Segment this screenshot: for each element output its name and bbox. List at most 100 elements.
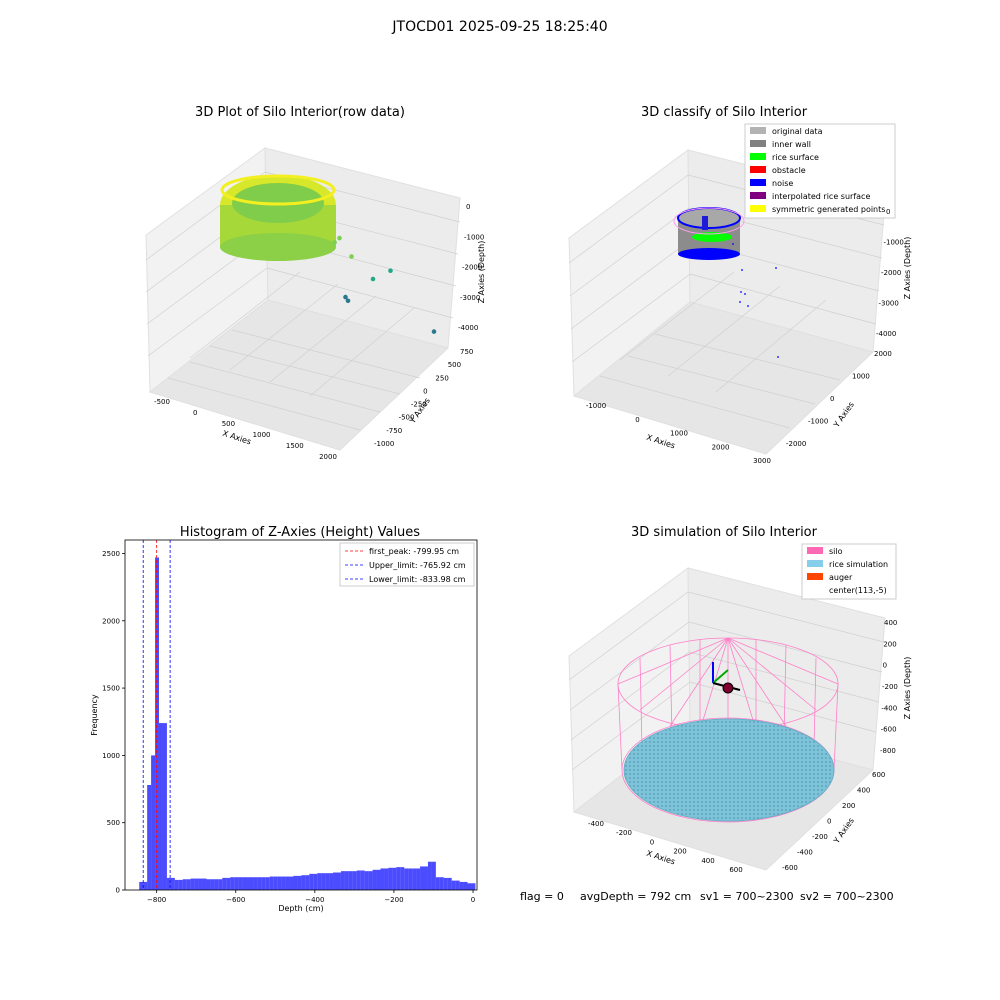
x-tick-label: 600 bbox=[729, 866, 742, 874]
noise-point bbox=[740, 291, 742, 293]
x-tick-label: -400 bbox=[588, 820, 604, 828]
histogram-bar bbox=[143, 881, 148, 890]
axis-pane-floor bbox=[148, 299, 449, 451]
symmetric-points-outline bbox=[673, 207, 745, 235]
y-tick-label: -500 bbox=[399, 414, 415, 422]
y-tick-labels: -2000 -1000 0 1000 2000 bbox=[786, 350, 892, 448]
legend-frame bbox=[744, 123, 896, 219]
y-tick-label: -400 bbox=[797, 849, 813, 857]
noise-point bbox=[741, 269, 743, 271]
histogram-bar bbox=[151, 755, 156, 890]
sv2-text: sv2 = 700~2300 bbox=[800, 890, 894, 903]
histogram-bar bbox=[309, 873, 314, 890]
classified-silo bbox=[673, 207, 745, 260]
histogram-bar bbox=[269, 876, 274, 890]
histogram-bar bbox=[226, 877, 231, 890]
legend-swatch bbox=[750, 166, 766, 173]
legend-swatch bbox=[807, 547, 823, 554]
figure-title: JTOCD01 2025-09-25 18:25:40 bbox=[391, 19, 607, 35]
histogram-bar bbox=[321, 873, 326, 890]
histogram-bar bbox=[214, 879, 219, 890]
axis-pane-floor bbox=[572, 301, 874, 455]
y-tick-labels: 0 500 1000 1500 2000 2500 bbox=[102, 550, 125, 895]
scatter-point bbox=[345, 298, 351, 304]
x-tick-labels: −800 −600 −400 −200 0 bbox=[147, 890, 475, 904]
legend-label: Lower_limit: -833.98 cm bbox=[369, 575, 466, 584]
z-tick-label: -4000 bbox=[876, 330, 896, 338]
z-tick-label: -1000 bbox=[884, 239, 904, 247]
histogram-bar bbox=[439, 877, 444, 890]
ring-bottom bbox=[220, 233, 336, 261]
y-tick-label: -1000 bbox=[808, 418, 828, 426]
z-tick-label: -400 bbox=[881, 704, 897, 712]
histogram-bar bbox=[451, 880, 456, 890]
panel-title: 3D Plot of Silo Interior(row data) bbox=[195, 105, 405, 120]
histogram-bar bbox=[424, 866, 428, 890]
histogram-bar bbox=[222, 877, 227, 890]
histogram-bar bbox=[186, 879, 191, 890]
x-tick-label: 2000 bbox=[319, 453, 337, 461]
histogram-bar bbox=[427, 861, 432, 890]
z-axis-label: Z Axies (Depth) bbox=[477, 241, 486, 304]
x-tick-labels: -1000 0 1000 2000 3000 bbox=[586, 402, 771, 465]
scatter-point bbox=[349, 254, 354, 259]
legend-label: first_peak: -799.95 cm bbox=[369, 547, 459, 556]
histogram-bar bbox=[368, 871, 373, 890]
legend: original data inner wall rice surface obsta… bbox=[744, 123, 896, 219]
panel-title: Histogram of Z-Axies (Height) Values bbox=[180, 525, 420, 540]
gridlines bbox=[568, 591, 885, 771]
z-tick-label: -2000 bbox=[881, 269, 901, 277]
plot-frame bbox=[124, 539, 478, 891]
z-axis-label: Z Axies (Depth) bbox=[903, 657, 912, 720]
noise-point bbox=[747, 305, 749, 307]
z-tick-label: -3000 bbox=[879, 300, 899, 308]
histogram-bar bbox=[170, 877, 175, 890]
y-tick-label: 750 bbox=[460, 348, 473, 356]
histogram-bar bbox=[210, 879, 215, 890]
legend-label: rice simulation bbox=[829, 560, 888, 569]
y-tick-label: 600 bbox=[872, 771, 885, 779]
histogram-bar bbox=[364, 871, 369, 890]
histogram-bar bbox=[404, 868, 409, 890]
silo-ring-points bbox=[220, 174, 336, 261]
x-tick-label: 0 bbox=[471, 896, 475, 904]
x-tick-label: 1000 bbox=[670, 430, 688, 438]
legend: silo rice simulation auger center(113,-5) bbox=[801, 543, 897, 600]
histogram-bar bbox=[206, 879, 211, 890]
y-tick-label: -1000 bbox=[374, 440, 394, 448]
z-tick-label: 400 bbox=[884, 619, 897, 627]
histogram-bar bbox=[412, 868, 417, 890]
y-tick-label: 2000 bbox=[874, 350, 892, 358]
x-tick-labels: -500 0 500 1000 1500 2000 bbox=[154, 398, 337, 461]
y-axis-label: Y Axies bbox=[831, 816, 856, 846]
histogram-bar bbox=[238, 877, 243, 890]
histogram-bar bbox=[159, 723, 163, 890]
histogram-bar bbox=[293, 875, 298, 890]
legend-swatch bbox=[750, 153, 766, 160]
noise-cluster bbox=[702, 216, 708, 230]
histogram-bar bbox=[329, 873, 334, 890]
y-tick-label: 1000 bbox=[102, 752, 120, 760]
z-tick-label: -2000 bbox=[462, 264, 482, 272]
z-tick-label: 0 bbox=[886, 208, 890, 216]
y-tick-label: 200 bbox=[842, 802, 855, 810]
legend-label: auger bbox=[829, 573, 853, 582]
flag-text: flag = 0 bbox=[520, 890, 564, 903]
noise-ring-bottom bbox=[678, 248, 740, 260]
histogram-bar bbox=[139, 881, 144, 890]
histogram-bars bbox=[139, 557, 476, 890]
histogram-bar bbox=[459, 881, 464, 890]
histogram-bar bbox=[372, 869, 377, 890]
y-tick-label: 1000 bbox=[852, 373, 870, 381]
legend-swatch bbox=[750, 192, 766, 199]
histogram-bar bbox=[392, 867, 397, 890]
z-axis-label: Z Axies (Depth) bbox=[903, 237, 912, 300]
noise-points bbox=[732, 243, 779, 358]
x-tick-labels: -400 -200 0 200 400 600 bbox=[588, 820, 743, 874]
z-tick-label: 0 bbox=[466, 203, 470, 211]
y-tick-label: 0 bbox=[827, 818, 831, 826]
ring-top-edge bbox=[220, 174, 336, 206]
x-axis-label: X Axies bbox=[645, 849, 676, 867]
scatter-point bbox=[431, 329, 437, 334]
